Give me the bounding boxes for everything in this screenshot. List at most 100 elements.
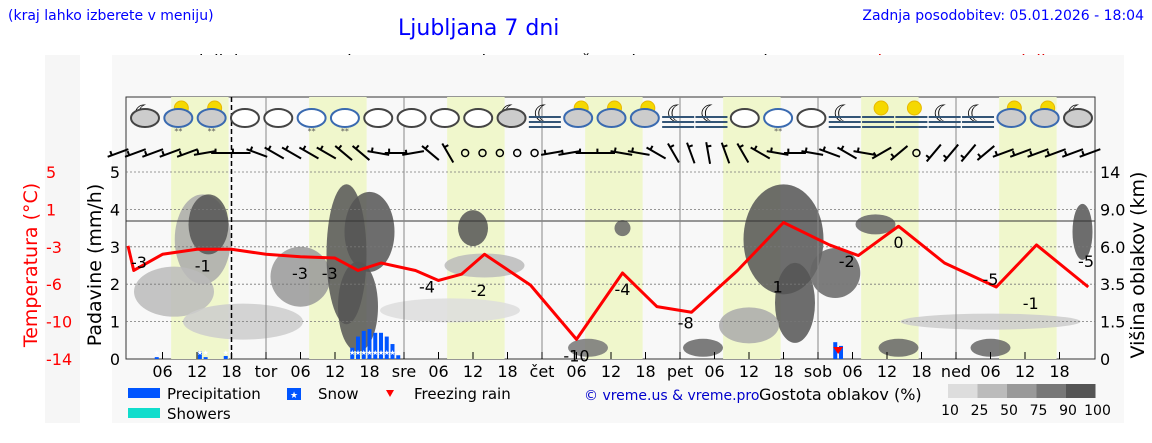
cloud-snow-icon: ** bbox=[329, 108, 360, 136]
moon-cloud-icon: ☾ bbox=[1063, 100, 1093, 128]
temp-axis-title: Temperatura (°C) bbox=[20, 183, 42, 348]
precip-bar bbox=[223, 356, 228, 359]
snow-marker: ★ bbox=[384, 349, 390, 357]
credit-link[interactable]: © vreme.us & vreme.pro bbox=[584, 388, 760, 404]
precip-bar bbox=[833, 342, 838, 359]
legend-snow-label: Snow bbox=[318, 385, 358, 403]
cloud-icon bbox=[396, 108, 427, 128]
precip-tick-label: 1 bbox=[110, 313, 120, 332]
snow-marker: ★ bbox=[395, 349, 401, 357]
sun-fog-icon bbox=[895, 100, 928, 128]
snowflake-icon: ** bbox=[174, 127, 182, 136]
x-tick-label: 06 bbox=[428, 362, 448, 381]
sun-cloud-icon bbox=[596, 100, 627, 128]
location-hint[interactable]: (kraj lahko izberete v meniju) bbox=[8, 8, 214, 24]
wind-barb-icon bbox=[281, 145, 302, 160]
x-tick-label: 18 bbox=[221, 362, 241, 381]
cloud-density-label: Gostota oblakov (%) bbox=[759, 385, 922, 404]
wind-barb-icon bbox=[246, 146, 268, 158]
snow-marker: ★ bbox=[389, 349, 395, 357]
precip-bar bbox=[361, 330, 366, 359]
x-tick-label: pet bbox=[667, 362, 693, 381]
temp-label: -4 bbox=[615, 280, 631, 299]
snowflake-icon: ** bbox=[208, 127, 216, 136]
precip-bar bbox=[379, 332, 383, 359]
temp-axis-panel bbox=[45, 55, 80, 423]
wind-barb-icon bbox=[298, 145, 319, 160]
cloud-icon bbox=[463, 108, 494, 128]
moon-icon: ☾ bbox=[933, 100, 955, 128]
x-tick-label: sob bbox=[804, 362, 832, 381]
cloud-density-tick: 100 bbox=[1084, 403, 1111, 419]
wind-barb-icon bbox=[540, 149, 563, 156]
snowflake-icon: ** bbox=[308, 127, 316, 136]
precip-bar bbox=[367, 329, 372, 359]
wind-barb-icon bbox=[593, 148, 615, 154]
temp-label: -4 bbox=[419, 277, 435, 296]
cloud-density-swatch bbox=[1066, 384, 1096, 398]
precip-bar bbox=[384, 336, 389, 359]
cloud-density-blob bbox=[1072, 203, 1093, 260]
cloud-icon bbox=[263, 108, 294, 128]
wind-calm-icon bbox=[912, 148, 921, 158]
x-tick-label: 12 bbox=[601, 362, 621, 381]
sun-cloud-icon bbox=[629, 100, 660, 128]
wind-barb-icon bbox=[853, 147, 876, 156]
wind-barb-icon bbox=[367, 147, 390, 156]
temp-label: -3 bbox=[131, 253, 147, 272]
x-tick-label: 18 bbox=[1049, 362, 1069, 381]
cloud-height-tick-label: 6.0 bbox=[1100, 238, 1125, 257]
sun-cloud-snow-icon: ** bbox=[163, 100, 194, 136]
x-tick-label: 12 bbox=[739, 362, 759, 381]
cloud-icon bbox=[1063, 108, 1093, 128]
wind-barb-icon bbox=[351, 144, 371, 161]
moon-icon: ☾ bbox=[699, 100, 721, 128]
x-tick-label: 12 bbox=[877, 362, 897, 381]
temp-label: -3 bbox=[322, 264, 338, 283]
cloud-icon bbox=[229, 108, 260, 128]
wind-calm-icon bbox=[512, 148, 522, 158]
precip-tick-label: 2 bbox=[110, 275, 120, 294]
daylight-band bbox=[585, 97, 643, 359]
wind-calm-icon bbox=[495, 148, 505, 158]
freezing-rain-icon bbox=[386, 390, 394, 397]
snow-marker: ★ bbox=[355, 349, 361, 357]
cloud-icon bbox=[463, 108, 494, 128]
temp-label: -3 bbox=[292, 264, 308, 283]
wind-barb-icon bbox=[1027, 148, 1049, 158]
wind-barb-icon bbox=[1044, 148, 1066, 158]
wind-barb-icon bbox=[193, 149, 216, 156]
wind-barb-icon bbox=[627, 147, 650, 156]
moon-fog-icon: ☾ bbox=[528, 100, 561, 128]
precip-tick-label: 4 bbox=[110, 200, 120, 219]
snow-marker: ★ bbox=[154, 349, 160, 357]
x-tick-label: ned bbox=[941, 362, 971, 381]
cloud-icon bbox=[329, 108, 360, 128]
temp-tick-label: -10 bbox=[46, 313, 72, 332]
wind-barb-icon bbox=[124, 148, 147, 158]
cloud-icon bbox=[163, 108, 194, 128]
moon-cloud-icon: ☾ bbox=[496, 100, 527, 128]
last-update: Zadnja posodobitev: 05.01.2026 - 18:04 bbox=[862, 8, 1144, 24]
x-tick-label: 18 bbox=[359, 362, 379, 381]
x-tick-label: 18 bbox=[635, 362, 655, 381]
temp-tick-label: -14 bbox=[46, 350, 72, 369]
cloud-density-tick: 75 bbox=[1030, 403, 1048, 419]
wind-barb-icon bbox=[610, 147, 633, 156]
precip-bar bbox=[203, 357, 208, 359]
cloud-density-blob bbox=[775, 262, 815, 343]
snow-icon: ★ bbox=[290, 391, 298, 401]
cloud-density-blob bbox=[344, 191, 395, 272]
precip-tick-label: 5 bbox=[110, 163, 120, 182]
wind-barb-icon bbox=[942, 143, 959, 163]
snow-marker: ★ bbox=[366, 349, 372, 357]
snow-marker: ★ bbox=[223, 349, 229, 357]
snow-marker: ★ bbox=[202, 349, 208, 357]
cloud-density-blob bbox=[458, 210, 488, 247]
freezing-rain-marker bbox=[833, 347, 844, 354]
cloud-density-swatch bbox=[948, 384, 978, 398]
cloud-height-tick-label: 3.5 bbox=[1100, 275, 1125, 294]
legend-showers-swatch bbox=[128, 408, 160, 418]
wind-barb-icon bbox=[176, 148, 199, 158]
cloud-icon bbox=[729, 108, 760, 128]
